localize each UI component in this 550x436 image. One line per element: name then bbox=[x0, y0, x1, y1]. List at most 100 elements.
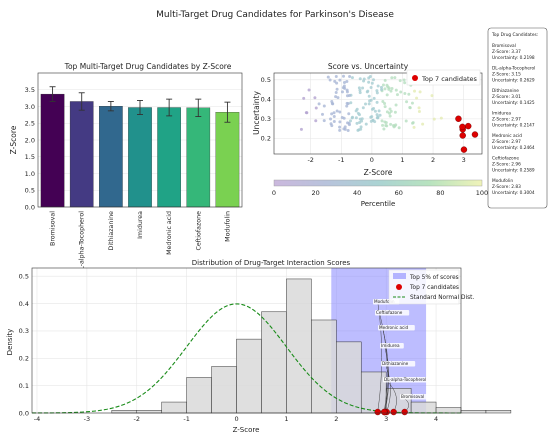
histogram-x-label: Z-Score bbox=[233, 426, 260, 434]
info-entry-name: Modufolin bbox=[492, 178, 513, 184]
scatter-legend-label: Top 7 candidates bbox=[421, 75, 478, 83]
histogram-x-tick-label: -3 bbox=[84, 415, 90, 423]
scatter-point bbox=[342, 81, 346, 85]
scatter-point bbox=[381, 83, 385, 87]
colorbar-tick-label: 80 bbox=[436, 189, 444, 197]
scatter-point bbox=[326, 75, 330, 79]
scatter-point bbox=[373, 109, 377, 113]
histogram-y-tick-label: 0.0 bbox=[19, 409, 29, 417]
scatter-y-label: Uncertainty bbox=[252, 91, 261, 135]
scatter-point bbox=[372, 96, 376, 100]
histogram-x-tick-label: 2 bbox=[334, 415, 338, 423]
scatter-point bbox=[403, 92, 407, 96]
scatter-y-tick-label: 0.2 bbox=[261, 135, 271, 143]
histogram-y-ticks: 0.0 0.1 0.2 0.3 0.4 0.5 bbox=[19, 273, 29, 418]
bar bbox=[186, 107, 211, 208]
scatter-y-tick-label: 0.3 bbox=[261, 115, 271, 123]
scatter-point bbox=[334, 90, 338, 94]
bar-y-tick-label: 1.0 bbox=[25, 170, 35, 178]
scatter-point bbox=[404, 119, 408, 123]
scatter-point bbox=[322, 119, 326, 123]
scatter-point bbox=[332, 111, 336, 115]
scatter-point bbox=[384, 123, 388, 127]
scatter-point bbox=[368, 75, 372, 79]
info-entry-uncertainty: Uncertainty: 0.2198 bbox=[492, 55, 535, 61]
colorbar-label: Percentile bbox=[361, 200, 396, 208]
scatter-x-tick-label: -2 bbox=[307, 156, 313, 164]
scatter-point bbox=[359, 125, 363, 129]
scatter-point bbox=[347, 94, 351, 98]
scatter-point bbox=[348, 119, 352, 123]
scatter-point bbox=[357, 128, 361, 132]
scatter-point bbox=[369, 85, 373, 89]
scatter-x-ticks: -2 -1 0 1 2 3 bbox=[307, 156, 465, 164]
scatter-point bbox=[383, 105, 387, 109]
bar-chart-y-ticks: 0.0 0.5 1.0 1.5 2.0 2.5 3.0 3.5 bbox=[25, 86, 35, 211]
histogram-bar bbox=[136, 410, 162, 414]
bar-y-tick-label: 3.0 bbox=[25, 103, 35, 111]
scatter-point bbox=[302, 96, 306, 100]
annotation-label: Imidurea bbox=[381, 343, 400, 348]
scatter-point bbox=[307, 88, 311, 92]
scatter-point bbox=[371, 118, 375, 122]
scatter-point bbox=[377, 109, 381, 113]
bar-chart-panel: Top Multi-Target Drug Candidates by Z-Sc… bbox=[9, 62, 243, 275]
info-entry-name: DL-alpha-Tocopherol bbox=[492, 66, 535, 72]
top7-point bbox=[390, 408, 397, 416]
bar-x-tick-label: Ceftiofazone bbox=[195, 211, 202, 251]
bar-chart-frame bbox=[37, 72, 243, 208]
annotation-label: Dithiazanine bbox=[382, 361, 409, 366]
scatter-point bbox=[432, 117, 436, 121]
scatter-point bbox=[345, 104, 349, 108]
scatter-point bbox=[340, 90, 344, 94]
scatter-point bbox=[439, 116, 443, 120]
histogram-bar bbox=[161, 401, 187, 414]
info-entry-name: Imidurea bbox=[492, 111, 511, 117]
scatter-point bbox=[340, 116, 344, 120]
scatter-point bbox=[389, 89, 393, 93]
scatter-point bbox=[366, 89, 370, 93]
scatter-point bbox=[358, 91, 362, 95]
scatter-point bbox=[375, 100, 379, 104]
info-entry-name: Dithiazanine bbox=[492, 88, 519, 94]
info-entry-uncertainty: Uncertainty: 0.2629 bbox=[492, 78, 535, 84]
annotation-label: Medronic acid bbox=[379, 325, 409, 330]
colorbar-tick-label: 40 bbox=[353, 189, 361, 197]
info-entry-zscore: Z-Score: 2.83 bbox=[492, 184, 521, 190]
scatter-point bbox=[403, 81, 407, 85]
histogram-x-tick-label: 0 bbox=[234, 415, 238, 423]
scatter-point bbox=[413, 89, 417, 93]
annotation-box bbox=[375, 310, 410, 316]
scatter-point bbox=[360, 117, 364, 121]
histogram-bar bbox=[236, 338, 262, 414]
scatter-point bbox=[358, 77, 362, 81]
scatter-point bbox=[345, 79, 349, 83]
scatter-point bbox=[355, 121, 359, 125]
histogram-x-tick-label: -4 bbox=[34, 415, 40, 423]
scatter-point bbox=[361, 86, 365, 90]
scatter-point bbox=[390, 76, 394, 80]
scatter-point bbox=[408, 106, 412, 110]
scatter-point bbox=[364, 122, 368, 126]
histogram-frame bbox=[31, 267, 462, 414]
scatter-point bbox=[393, 110, 397, 114]
colorbar-tick-label: 60 bbox=[395, 189, 403, 197]
histogram-x-tick-label: 1 bbox=[284, 415, 288, 423]
scatter-legend-marker bbox=[412, 75, 418, 81]
scatter-point bbox=[372, 78, 376, 82]
scatter-point bbox=[320, 112, 324, 116]
scatter-point bbox=[380, 119, 384, 123]
scatter-point bbox=[350, 116, 354, 120]
bar-y-tick-label: 2.0 bbox=[25, 136, 35, 144]
top7-point bbox=[459, 132, 466, 139]
scatter-point bbox=[395, 93, 399, 97]
annotation-box bbox=[381, 361, 416, 367]
bar bbox=[69, 101, 94, 208]
scatter-point bbox=[346, 129, 350, 133]
legend-top7-marker bbox=[396, 284, 402, 290]
bar-y-tick-label: 0.0 bbox=[25, 203, 35, 211]
scatter-y-ticks: 0.2 0.3 0.4 0.5 bbox=[261, 76, 271, 143]
scatter-point bbox=[347, 112, 351, 116]
scatter-point bbox=[372, 107, 376, 111]
